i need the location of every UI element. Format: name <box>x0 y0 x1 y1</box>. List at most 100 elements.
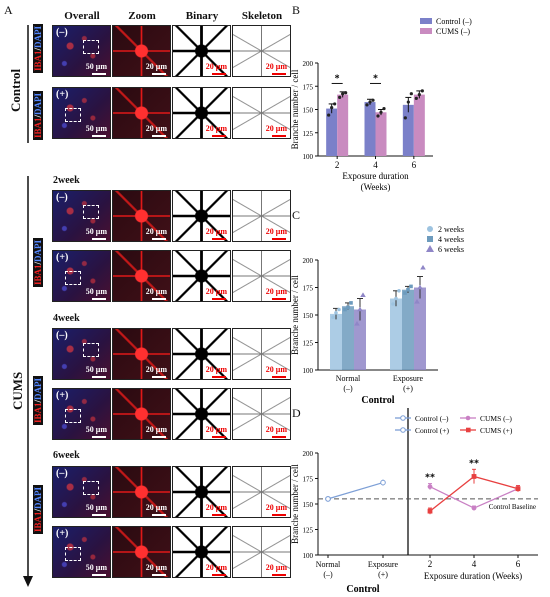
scale-bar <box>212 135 226 137</box>
scale-bar <box>152 298 166 300</box>
micrograph-zoom: 20 μm <box>112 87 171 139</box>
scale-label: 20 μm <box>205 425 227 434</box>
x-tick-sublabel: (–) <box>323 570 333 579</box>
col-header-skeleton: Skeleton <box>241 10 283 22</box>
condition-sign: (+) <box>56 390 69 401</box>
data-point <box>414 299 420 304</box>
scale-bar <box>272 574 286 576</box>
scale-label: 20 μm <box>145 503 167 512</box>
y-axis-label: Branche number / cell <box>290 464 300 544</box>
scale-label: 20 μm <box>145 124 167 133</box>
data-point <box>360 292 366 297</box>
zoom-region-box <box>83 343 99 357</box>
scale-label: 20 μm <box>145 227 167 236</box>
micrograph-overall: (–) 50 μm <box>52 25 111 77</box>
x-tick-label: Exposure <box>368 560 399 569</box>
baseline-label: Control Baseline <box>489 503 536 511</box>
week-label-4: 4week <box>53 313 80 324</box>
data-point <box>409 284 413 289</box>
scale-bar <box>92 514 106 516</box>
stain-label: IBA1/DAPI <box>33 23 43 73</box>
data-point <box>420 89 424 93</box>
data-point <box>403 291 407 295</box>
group-label-control: Control <box>8 68 23 112</box>
scale-bar <box>152 73 166 75</box>
data-point <box>397 289 401 293</box>
zoom-region-box <box>83 205 99 219</box>
data-point <box>325 496 331 502</box>
x-tick-sublabel: (+) <box>378 570 388 579</box>
micrograph-skeleton: 20 μm <box>232 25 291 77</box>
micrograph-zoom: 20 μm <box>112 466 171 518</box>
zoom-region-box <box>65 108 81 122</box>
zoom-region-box <box>83 40 99 54</box>
legend-label: CUMS (–) <box>480 414 512 423</box>
x-tick-label: 2 <box>428 559 433 569</box>
data-point <box>417 284 423 290</box>
scale-bar <box>92 73 106 75</box>
scale-bar <box>152 135 166 137</box>
x-axis-label-right: Exposure duration (Weeks) <box>424 571 522 581</box>
condition-sign: (–) <box>56 192 68 203</box>
scale-label: 20 μm <box>205 503 227 512</box>
zoom-region-box <box>83 481 99 495</box>
micrograph-binary: 20 μm <box>172 466 231 518</box>
significance-label: * <box>335 73 340 84</box>
data-point <box>337 307 341 312</box>
legend-marker <box>400 427 406 433</box>
scale-label: 20 μm <box>205 563 227 572</box>
col-header-binary: Binary <box>185 10 219 22</box>
data-point <box>417 93 421 97</box>
micrograph-binary: 20 μm <box>172 25 231 77</box>
x-axis-label: Control <box>361 395 394 405</box>
data-point <box>427 508 433 514</box>
scale-label: 50 μm <box>85 227 107 236</box>
bar <box>330 313 342 370</box>
micrograph-binary: 20 μm <box>172 250 231 302</box>
condition-sign: (+) <box>56 528 69 539</box>
micrograph-zoom: 20 μm <box>112 388 171 440</box>
data-point <box>376 114 380 118</box>
bar <box>375 112 387 156</box>
legend-label: 6 weeks <box>438 245 464 254</box>
scale-bar <box>152 376 166 378</box>
scale-label: 50 μm <box>85 62 107 71</box>
x-tick-label: Normal <box>336 374 361 383</box>
y-axis-label: Branche number / cell <box>290 69 300 149</box>
x-tick-label: Normal <box>316 560 341 569</box>
data-point <box>327 113 331 117</box>
condition-sign: (+) <box>56 252 69 263</box>
stain-label: IBA1/DAPI <box>33 484 43 534</box>
significance-label: * <box>373 73 378 84</box>
legend-label: CUMS (+) <box>480 426 513 435</box>
scale-bar <box>272 135 286 137</box>
panel-letter-a: A <box>4 3 13 17</box>
scale-bar <box>212 298 226 300</box>
data-point <box>371 98 375 102</box>
week-label-2: 2week <box>53 175 80 186</box>
scale-bar <box>92 376 106 378</box>
scale-label: 50 μm <box>85 563 107 572</box>
micrograph-zoom: 20 μm <box>112 250 171 302</box>
data-point <box>333 102 337 106</box>
stain-label: IBA1/DAPI <box>33 237 43 287</box>
x-tick-label: 6 <box>516 559 521 569</box>
scale-label: 50 μm <box>85 287 107 296</box>
data-point <box>344 91 348 95</box>
scale-label: 20 μm <box>205 227 227 236</box>
x-tick-label: 2 <box>335 160 340 170</box>
scale-bar <box>212 238 226 240</box>
x-axis-label-left: Control <box>346 584 379 595</box>
scale-label: 20 μm <box>205 62 227 71</box>
zoom-region-box <box>65 409 81 423</box>
micrograph-overall: (–) 50 μm <box>52 328 111 380</box>
scale-bar <box>152 238 166 240</box>
legend-label: 4 weeks <box>438 235 464 244</box>
data-point <box>331 315 335 319</box>
x-tick-sublabel: (–) <box>343 384 353 393</box>
micrograph-binary: 20 μm <box>172 328 231 380</box>
y-tick-label: 150 <box>303 107 314 115</box>
bar <box>326 108 338 156</box>
data-point <box>379 110 383 114</box>
